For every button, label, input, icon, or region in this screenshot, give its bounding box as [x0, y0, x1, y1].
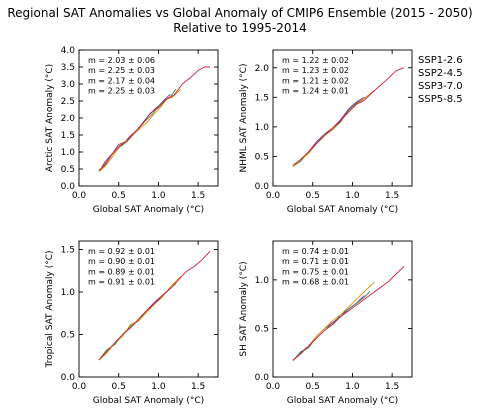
- nhml-ytick-label: 1.5: [255, 94, 269, 104]
- nhml-ytick-label: 2.0: [255, 64, 270, 74]
- sh-series-ssp585: [292, 265, 405, 361]
- tropical-xtick-label: 1.0: [151, 382, 166, 392]
- nhml-xtick-label: 1.0: [345, 191, 360, 201]
- arctic-xtick-label: 0.0: [72, 191, 87, 201]
- arctic-xtick-label: 1.5: [191, 191, 205, 201]
- arctic-series-ssp585: [98, 66, 211, 172]
- arctic-ytick-label: 0.0: [61, 182, 76, 192]
- sh-axes-frame: [272, 240, 413, 378]
- arctic-ytick-label: 3.5: [61, 63, 75, 73]
- nhml-xtick-label: 0.0: [266, 191, 281, 201]
- nhml-xlabel: Global SAT Anomaly (°C): [287, 205, 398, 215]
- nhml-series-ssp585: [292, 67, 405, 166]
- arctic-ytick-label: 4.0: [61, 46, 76, 56]
- tropical-xtick-label: 0.0: [72, 382, 87, 392]
- nhml-slope-annotation: m = 1.22 ± 0.02: [282, 56, 349, 65]
- sh-slope-annotation: m = 0.68 ± 0.01: [282, 278, 349, 287]
- arctic-xtick-label: 1.0: [151, 191, 166, 201]
- arctic-slope-annotation: m = 2.17 ± 0.04: [88, 76, 155, 85]
- nhml-ylabel: NHML SAT Anomaly (°C): [239, 64, 249, 173]
- legend: SSP1-2.6 SSP2-4.5 SSP3-7.0 SSP5-8.5: [418, 55, 463, 105]
- nhml-axes-frame: [272, 49, 413, 187]
- nhml-xtick-label: 1.5: [385, 191, 399, 201]
- nhml-slope-annotation: m = 1.23 ± 0.02: [282, 66, 349, 75]
- arctic-slope-annotation: m = 2.03 ± 0.06: [88, 56, 155, 65]
- figure-title-line2: Relative to 1995-2014: [173, 21, 306, 35]
- tropical-ytick-label: 0.0: [61, 373, 76, 383]
- arctic-ylabel: Arctic SAT Anomaly (°C): [45, 64, 55, 172]
- arctic-xlabel: Global SAT Anomaly (°C): [93, 205, 204, 215]
- tropical-ytick-label: 1.0: [61, 288, 76, 298]
- sh-ytick-label: 0.5: [255, 325, 269, 335]
- nhml-ytick-label: 0.0: [255, 182, 270, 192]
- tropical-panel: 0.0 0.5 1.0 1.5 0.0 0.5 1.0 1.5 Global SAT Anoma…: [45, 240, 219, 406]
- nhml-slope-annotation: m = 1.24 ± 0.01: [282, 87, 349, 96]
- arctic-ytick-label: 0.5: [61, 165, 75, 175]
- tropical-xlabel: Global SAT Anomaly (°C): [93, 396, 204, 406]
- nhml-ytick-label: 1.0: [255, 123, 270, 133]
- tropical-xtick-label: 1.5: [191, 382, 205, 392]
- tropical-ytick-label: 0.5: [61, 331, 75, 341]
- nhml-slope-annotation: m = 1.21 ± 0.02: [282, 76, 349, 85]
- arctic-series-ssp370: [98, 88, 182, 173]
- sh-ylabel: SH SAT Anomaly (°C): [239, 261, 249, 356]
- arctic-ytick-label: 3.0: [61, 80, 76, 90]
- arctic-ytick-label: 1.0: [61, 148, 76, 158]
- tropical-slope-annotation: m = 0.90 ± 0.01: [88, 257, 155, 266]
- nhml-panel: 0.0 0.5 1.0 1.5 0.0 0.5 1.0 1.5 2.0 Global SAT An…: [239, 49, 413, 215]
- nhml-ytick-label: 0.5: [255, 153, 269, 163]
- arctic-ytick-label: 2.5: [61, 97, 75, 107]
- arctic-xtick-label: 0.5: [112, 191, 126, 201]
- tropical-slope-annotation: m = 0.89 ± 0.01: [88, 267, 155, 276]
- sh-panel: 0.0 0.5 1.0 1.5 0.0 0.5 1.0 Global SAT Anomaly …: [239, 240, 413, 406]
- sh-slope-annotation: m = 0.74 ± 0.01: [282, 247, 349, 256]
- arctic-panel: 0.0 0.5 1.0 1.5 0.0 0.5 1.0 1.5 2.0 2.5 3.0 3.5 4.0 G…: [45, 46, 219, 215]
- sh-xlabel: Global SAT Anomaly (°C): [287, 396, 398, 406]
- arctic-ytick-label: 2.0: [61, 114, 76, 124]
- sh-xtick-label: 1.5: [385, 382, 399, 392]
- arctic-slope-annotation: m = 2.25 ± 0.03: [88, 87, 155, 96]
- sh-xtick-label: 0.5: [306, 382, 320, 392]
- tropical-axes-frame: [78, 240, 219, 378]
- tropical-xtick-label: 0.5: [112, 382, 126, 392]
- sh-ytick-label: 1.0: [255, 276, 270, 286]
- sh-xtick-label: 0.0: [266, 382, 281, 392]
- tropical-ytick-label: 1.5: [61, 246, 75, 256]
- sh-slope-annotation: m = 0.71 ± 0.01: [282, 257, 349, 266]
- legend-item-ssp370: SSP3-7.0: [418, 81, 463, 92]
- legend-item-ssp126: SSP1-2.6: [418, 55, 463, 66]
- sh-xtick-label: 1.0: [345, 382, 360, 392]
- tropical-ylabel: Tropical SAT Anomaly (°C): [45, 250, 55, 368]
- tropical-series-ssp585: [98, 250, 211, 361]
- nhml-series-ssp370: [292, 89, 375, 168]
- legend-item-ssp585: SSP5-8.5: [418, 94, 463, 105]
- tropical-slope-annotation: m = 0.92 ± 0.01: [88, 247, 155, 256]
- legend-item-ssp245: SSP2-4.5: [418, 68, 463, 79]
- sh-ytick-label: 0.0: [255, 373, 270, 383]
- arctic-ytick-label: 1.5: [61, 131, 75, 141]
- nhml-xtick-label: 0.5: [306, 191, 320, 201]
- arctic-slope-annotation: m = 2.25 ± 0.03: [88, 66, 155, 75]
- sh-slope-annotation: m = 0.75 ± 0.01: [282, 267, 349, 276]
- tropical-slope-annotation: m = 0.91 ± 0.01: [88, 278, 155, 287]
- figure-title-line1: Regional SAT Anomalies vs Global Anomaly…: [7, 6, 472, 20]
